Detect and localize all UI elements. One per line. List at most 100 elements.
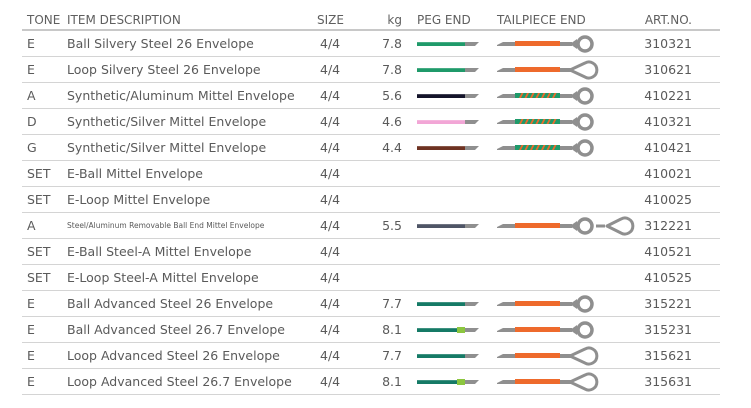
kg-cell: 7.7 bbox=[382, 296, 402, 311]
tailpiece-end-cell bbox=[497, 213, 657, 238]
table-row: E Loop Silvery Steel 26 Envelope 4/4 7.8 310… bbox=[22, 57, 720, 83]
art-no-cell: 315221 bbox=[644, 296, 692, 311]
art-no-cell: 410421 bbox=[644, 140, 692, 155]
table-row: G Synthetic/Silver Mittel Envelope 4/4 4.4 4… bbox=[22, 135, 720, 161]
tailpiece-end-cell bbox=[497, 369, 657, 394]
peg-winding bbox=[417, 327, 465, 332]
tone-cell: E bbox=[27, 348, 35, 363]
tail-winding-striped bbox=[515, 92, 560, 98]
table-row: SET E-Loop Mittel Envelope 4/4 410025 bbox=[22, 187, 720, 213]
tail-winding bbox=[515, 352, 560, 358]
table-row: E Loop Advanced Steel 26 Envelope 4/4 7.7 31… bbox=[22, 343, 720, 369]
tone-cell: E bbox=[27, 296, 35, 311]
art-no-cell: 310321 bbox=[644, 36, 692, 51]
removable-loop-end bbox=[605, 216, 635, 235]
peg-end-icon bbox=[417, 145, 479, 150]
description-cell: Synthetic/Silver Mittel Envelope bbox=[67, 140, 267, 155]
table-header-row: TONE ITEM DESCRIPTION SIZE kg PEG END TA… bbox=[22, 8, 720, 31]
kg-cell bbox=[362, 161, 402, 186]
tailpiece-end-cell bbox=[497, 31, 657, 56]
art-no-cell: 410321 bbox=[644, 114, 692, 129]
ball-end-icon bbox=[497, 86, 594, 105]
kg-cell: 7.8 bbox=[382, 36, 402, 51]
description-cell: E-Ball Steel-A Mittel Envelope bbox=[67, 244, 252, 259]
peg-winding bbox=[417, 41, 465, 46]
ball-end-ring bbox=[576, 320, 594, 339]
peg-steel-tip bbox=[465, 327, 479, 332]
art-no-cell: 410025 bbox=[644, 192, 692, 207]
peg-marker bbox=[457, 326, 465, 333]
peg-end-icon bbox=[417, 353, 479, 358]
tailpiece-end-cell bbox=[497, 317, 657, 342]
peg-end-cell bbox=[417, 57, 489, 82]
tone-cell: G bbox=[27, 140, 37, 155]
ball-end-ring bbox=[576, 112, 594, 131]
peg-end-cell bbox=[417, 343, 489, 368]
size-cell: 4/4 bbox=[320, 140, 341, 155]
ball-end-ring bbox=[576, 216, 594, 235]
tailpiece-end-cell bbox=[497, 109, 657, 134]
art-no-cell: 310621 bbox=[644, 62, 692, 77]
loop-end-icon bbox=[497, 346, 599, 365]
ball-end-icon bbox=[497, 320, 594, 339]
tone-cell: SET bbox=[27, 166, 51, 181]
size-cell: 4/4 bbox=[320, 114, 341, 129]
size-cell: 4/4 bbox=[320, 296, 341, 311]
description-cell: Ball Advanced Steel 26 Envelope bbox=[67, 296, 274, 311]
tail-winding bbox=[515, 378, 560, 384]
ball-end-ring bbox=[576, 86, 594, 105]
size-cell: 4/4 bbox=[320, 374, 341, 389]
tail-winding bbox=[515, 300, 560, 306]
peg-winding bbox=[417, 353, 465, 358]
peg-end-cell bbox=[417, 265, 489, 290]
table-row: E Loop Advanced Steel 26.7 Envelope 4/4 8.1… bbox=[22, 369, 720, 395]
description-cell: E-Loop Steel-A Mittel Envelope bbox=[67, 270, 259, 285]
size-cell: 4/4 bbox=[320, 36, 341, 51]
peg-end-cell bbox=[417, 109, 489, 134]
tone-cell: SET bbox=[27, 270, 51, 285]
peg-end-cell bbox=[417, 161, 489, 186]
size-cell: 4/4 bbox=[320, 218, 341, 233]
table-row: A Synthetic/Aluminum Mittel Envelope 4/4 5.… bbox=[22, 83, 720, 109]
loop-end bbox=[568, 346, 599, 365]
peg-steel-tip bbox=[465, 223, 479, 228]
size-cell: 4/4 bbox=[320, 322, 341, 337]
description-cell: Synthetic/Silver Mittel Envelope bbox=[67, 114, 267, 129]
header-tone: TONE bbox=[27, 13, 61, 27]
art-no-cell: 410021 bbox=[644, 166, 692, 181]
table-row: D Synthetic/Silver Mittel Envelope 4/4 4.6 4… bbox=[22, 109, 720, 135]
tailpiece-end-cell bbox=[497, 57, 657, 82]
peg-winding bbox=[417, 379, 465, 384]
ball-end-ring bbox=[576, 294, 594, 313]
peg-winding bbox=[417, 223, 465, 228]
peg-end-icon bbox=[417, 119, 479, 124]
loop-end bbox=[568, 60, 599, 79]
peg-end-icon bbox=[417, 301, 479, 306]
peg-end-cell bbox=[417, 31, 489, 56]
tone-cell: E bbox=[27, 62, 35, 77]
tail-winding bbox=[515, 326, 560, 332]
tailpiece-end-cell bbox=[497, 343, 657, 368]
tone-cell: A bbox=[27, 218, 36, 233]
art-no-cell: 410221 bbox=[644, 88, 692, 103]
peg-winding bbox=[417, 145, 465, 150]
ball-and-loop-end-icon bbox=[497, 216, 635, 235]
description-cell: Loop Silvery Steel 26 Envelope bbox=[67, 62, 261, 77]
peg-steel-tip bbox=[465, 353, 479, 358]
tone-cell: SET bbox=[27, 192, 51, 207]
ball-end-icon bbox=[497, 294, 594, 313]
peg-end-icon bbox=[417, 326, 479, 333]
peg-end-cell bbox=[417, 291, 489, 316]
peg-steel-tip bbox=[465, 301, 479, 306]
peg-steel-tip bbox=[465, 41, 479, 46]
peg-winding bbox=[417, 301, 465, 306]
tone-cell: SET bbox=[27, 244, 51, 259]
peg-end-cell bbox=[417, 135, 489, 160]
peg-end-cell bbox=[417, 213, 489, 238]
header-art-no: ART.NO. bbox=[644, 13, 692, 27]
string-product-table: TONE ITEM DESCRIPTION SIZE kg PEG END TA… bbox=[22, 8, 720, 395]
loop-end-icon bbox=[497, 60, 599, 79]
tail-winding bbox=[515, 66, 560, 72]
kg-cell: 5.6 bbox=[382, 88, 402, 103]
ball-end-ring bbox=[576, 34, 594, 53]
